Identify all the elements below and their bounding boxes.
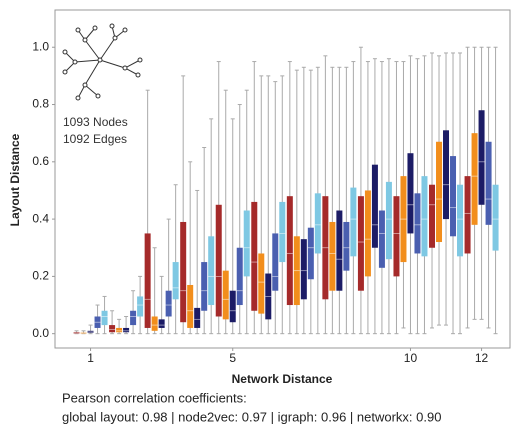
box [236, 247, 243, 306]
box [314, 193, 321, 254]
box [116, 327, 123, 333]
box [357, 196, 364, 291]
tree-icon [62, 23, 143, 101]
box [258, 253, 265, 314]
box [222, 270, 229, 320]
box [471, 133, 478, 225]
box [385, 181, 392, 260]
box [329, 221, 336, 291]
box [130, 310, 137, 326]
box [229, 290, 236, 323]
box [272, 233, 279, 291]
box [378, 210, 385, 268]
box [429, 184, 436, 248]
box [464, 176, 471, 254]
box [215, 204, 222, 317]
box [172, 262, 179, 300]
box [243, 210, 250, 277]
box [407, 153, 414, 234]
box [414, 193, 421, 254]
box [485, 141, 492, 225]
box [151, 316, 158, 331]
box [187, 284, 194, 328]
caption: global layout: 0.98 | node2vec: 0.97 | i… [62, 409, 441, 424]
box [279, 201, 286, 263]
y-tick-label: 0.2 [32, 269, 49, 283]
plot-frame [54, 9, 511, 349]
box [457, 184, 464, 257]
box [137, 296, 144, 317]
box [300, 239, 307, 300]
annotation: 1092 Edges [63, 132, 127, 146]
x-tick-label: 10 [404, 351, 418, 365]
box [201, 262, 208, 311]
box [286, 196, 293, 306]
box [109, 325, 116, 333]
box [165, 290, 172, 317]
box [208, 236, 215, 306]
box [450, 156, 457, 237]
box [364, 190, 371, 277]
annotation: 1093 Nodes [63, 115, 128, 129]
caption-title: Pearson correlation coefficients: [62, 390, 247, 405]
x-tick-label: 5 [229, 351, 236, 365]
box [478, 110, 485, 205]
box [307, 227, 314, 280]
box [144, 233, 151, 328]
box [180, 221, 187, 323]
box [492, 184, 499, 251]
box [194, 307, 201, 328]
box [336, 210, 343, 291]
box [421, 176, 428, 257]
box [350, 187, 357, 257]
y-tick-label: 0.8 [32, 97, 49, 111]
box [393, 196, 400, 277]
box [343, 221, 350, 271]
box [158, 319, 165, 328]
x-axis-label: Network Distance [232, 372, 333, 386]
y-tick-label: 0.4 [32, 211, 49, 225]
box [436, 141, 443, 243]
y-tick-label: 0.0 [32, 326, 49, 340]
y-tick-label: 0.6 [32, 154, 49, 168]
box [123, 327, 130, 333]
box [443, 130, 450, 220]
box [251, 201, 258, 311]
x-tick-label: 12 [475, 351, 489, 365]
box [371, 164, 378, 248]
x-tick-label: 1 [87, 351, 94, 365]
box [101, 310, 108, 326]
y-tick-label: 1.0 [32, 39, 49, 53]
y-axis-label: Layout Distance [8, 133, 22, 226]
